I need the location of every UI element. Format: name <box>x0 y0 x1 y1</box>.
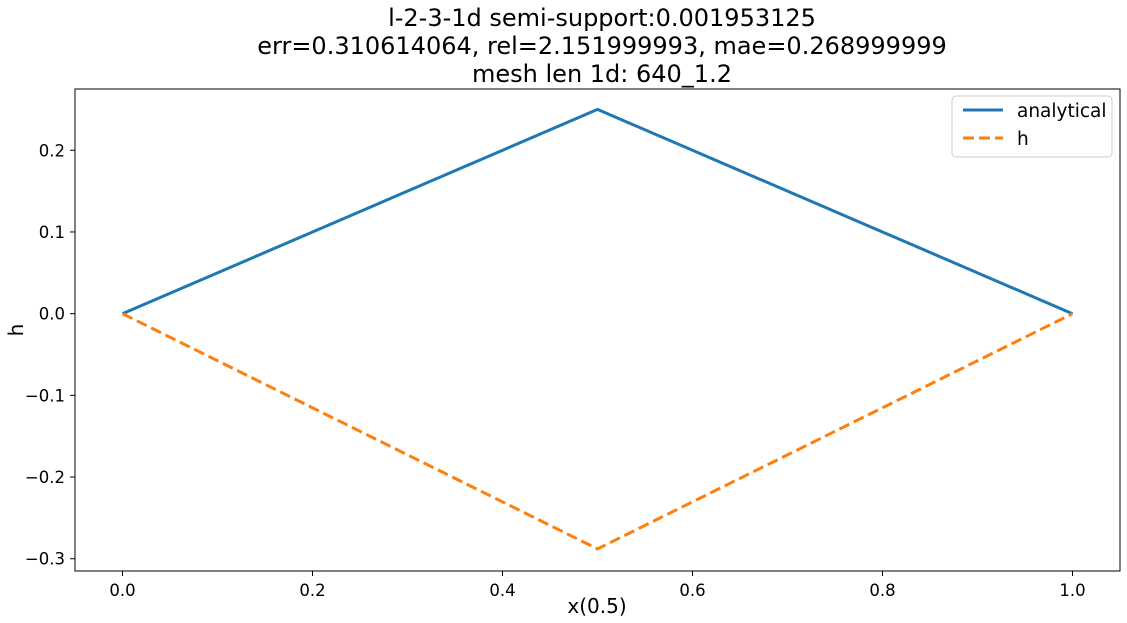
y-tick-label: −0.1 <box>25 386 65 405</box>
x-axis-label: x(0.5) <box>567 594 626 618</box>
chart-title: l-2-3-1d semi-support:0.001953125 err=0.… <box>257 4 947 88</box>
plot-frame <box>74 88 1121 572</box>
y-tick-label: −0.3 <box>25 550 65 569</box>
series-line-analytical <box>121 107 1074 316</box>
x-tick-label: 0.6 <box>679 581 705 600</box>
x-tick-label: 0.4 <box>489 581 515 600</box>
title-line-2: err=0.310614064, rel=2.151999993, mae=0.… <box>257 32 947 60</box>
y-axis-label: h <box>4 324 28 337</box>
legend: analytical h <box>951 95 1113 158</box>
x-tick-label: 0.8 <box>869 581 895 600</box>
x-axis-ticks: 0.0 0.2 0.4 0.6 0.8 1.0 <box>109 571 1086 600</box>
plot-area <box>75 89 1120 571</box>
title-line-1: l-2-3-1d semi-support:0.001953125 <box>388 4 816 32</box>
y-tick-label: 0.0 <box>39 305 65 324</box>
x-tick-label: 0.0 <box>109 581 135 600</box>
y-tick-label: 0.1 <box>39 223 65 242</box>
title-line-3: mesh len 1d: 640_1.2 <box>472 60 732 88</box>
y-axis-ticks: 0.2 0.1 0.0 −0.1 −0.2 −0.3 <box>25 141 75 569</box>
series-line-h <box>121 312 1074 551</box>
x-tick-label: 0.2 <box>299 581 325 600</box>
x-tick-label: 1.0 <box>1059 581 1085 600</box>
legend-label-h: h <box>1017 129 1029 150</box>
y-tick-label: 0.2 <box>39 141 65 160</box>
series-layer <box>121 107 1074 551</box>
y-tick-label: −0.2 <box>25 468 65 487</box>
legend-label-analytical: analytical <box>1017 101 1107 122</box>
